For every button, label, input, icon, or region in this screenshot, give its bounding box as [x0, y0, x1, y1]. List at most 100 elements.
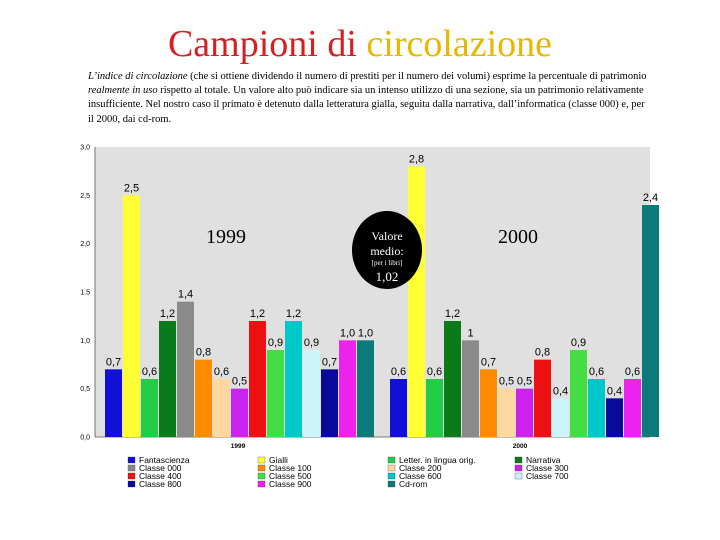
data-label: 0,6	[625, 366, 640, 378]
bar-1999-cd-rom	[357, 340, 374, 437]
legend-label: Classe 200	[399, 463, 442, 473]
bar-2000-classe-200	[498, 388, 515, 437]
data-label: 0,9	[268, 337, 283, 349]
legend-swatch	[257, 464, 266, 472]
intro-text-1: (che si ottiene dividendo il numero di p…	[187, 71, 647, 82]
slide-title: Campioni di circolazione	[0, 20, 720, 68]
bar-2000-classe-400	[534, 359, 551, 437]
bar-1999-classe-600	[285, 321, 302, 437]
bar-1999-classe-000	[177, 301, 194, 437]
bar-1999-letter-in-lingua-orig-	[141, 379, 158, 437]
y-tick-label: 2,5	[80, 193, 90, 200]
bar-2000-classe-600	[588, 379, 605, 437]
bar-2000-classe-500	[570, 350, 587, 437]
data-label: 0,9	[571, 337, 586, 349]
legend-label: Classe 100	[269, 463, 312, 473]
intro-paragraph: L’indice di circolazione (che si ottiene…	[88, 70, 648, 127]
y-tick-label: 0,0	[80, 435, 90, 442]
data-label: 0,7	[106, 356, 121, 368]
bars-layer	[105, 166, 659, 438]
data-label: 0,8	[535, 347, 550, 359]
bar-2000-narrativa	[444, 321, 461, 437]
chart-legend: Fantascienza Gialli Letter. in lingua orig…	[127, 455, 569, 489]
data-label: 0,7	[322, 356, 337, 368]
legend-swatch	[257, 456, 266, 464]
data-label: 1,2	[250, 308, 265, 320]
legend-label: Classe 000	[139, 463, 182, 473]
data-label: 0,6	[427, 366, 442, 378]
legend-swatch	[387, 472, 396, 480]
bar-2000-gialli	[408, 166, 425, 438]
intro-term: L’indice di circolazione	[88, 71, 188, 82]
data-label: 1,4	[178, 289, 193, 301]
data-label: 1,0	[340, 327, 355, 339]
y-tick-label: 2,0	[80, 241, 90, 248]
legend-label: Letter. in lingua orig.	[399, 455, 476, 465]
intro-text-2: rispetto al totale. Un valore alto può i…	[88, 85, 645, 125]
data-labels-layer: 0,72,50,61,21,40,80,60,51,20,91,20,90,71…	[106, 153, 658, 397]
legend-swatch	[387, 480, 396, 488]
average-badge: Valore medio: [per i libri] 1,02	[352, 211, 422, 289]
data-label: 0,6	[391, 366, 406, 378]
bar-1999-classe-900	[339, 340, 356, 437]
bar-2000-fantascienza	[390, 379, 407, 437]
bar-1999-classe-800	[321, 369, 338, 437]
legend-label: Narrativa	[526, 455, 561, 465]
legend-swatch	[127, 464, 136, 472]
y-tick-label: 3,0	[80, 145, 90, 152]
legend-label: Cd-rom	[399, 479, 427, 489]
legend-label: Classe 700	[526, 471, 569, 481]
data-label: 0,4	[607, 385, 622, 397]
average-line-2: medio:	[370, 244, 403, 258]
title-part-2: circolazione	[366, 23, 553, 65]
legend-swatch	[257, 480, 266, 488]
legend-swatch	[514, 464, 523, 472]
legend-swatch	[387, 456, 396, 464]
legend-swatch	[127, 472, 136, 480]
intro-emphasis: realmente in uso	[88, 85, 158, 97]
data-label: 0,6	[214, 366, 229, 378]
title-part-1: Campioni di	[167, 23, 357, 65]
y-tick-label: 0,5	[80, 386, 90, 393]
legend-label: Classe 900	[269, 479, 312, 489]
legend-swatch	[387, 464, 396, 472]
y-tick-label: 1,0	[80, 338, 90, 345]
bar-2000-classe-800	[606, 398, 623, 437]
bar-2000-classe-900	[624, 379, 641, 437]
data-label: 2,5	[124, 182, 139, 194]
data-label: 1,0	[358, 327, 373, 339]
x-tick-2000: 2000	[513, 443, 528, 450]
data-label: 0,6	[589, 366, 604, 378]
bar-1999-gialli	[123, 195, 140, 437]
legend-swatch	[257, 472, 266, 480]
data-label: 2,8	[409, 153, 424, 165]
data-label: 0,8	[196, 347, 211, 359]
data-label: 0,9	[304, 337, 319, 349]
data-label: 0,5	[499, 376, 514, 388]
bar-1999-classe-500	[267, 350, 284, 437]
year-annotation-2000: 2000	[498, 226, 538, 248]
data-label: 2,4	[643, 192, 658, 204]
legend-label: Classe 300	[526, 463, 569, 473]
average-ellipse	[352, 211, 422, 289]
data-label: 1	[467, 327, 473, 339]
legend-label: Classe 600	[399, 471, 442, 481]
bar-2000-letter-in-lingua-orig-	[426, 379, 443, 437]
bar-2000-cd-rom	[642, 205, 659, 437]
legend-swatch	[127, 456, 136, 464]
average-note: [per i libri]	[372, 259, 403, 267]
y-tick-labels: 0,0 0,5 1,0 1.5 2,0 2,5 3,0	[80, 145, 90, 442]
legend-swatch	[514, 472, 523, 480]
legend-label: Classe 500	[269, 471, 312, 481]
legend-label: Gialli	[269, 455, 288, 465]
legend-swatch	[127, 480, 136, 488]
bar-1999-classe-300	[231, 388, 248, 437]
data-label: 1,2	[445, 308, 460, 320]
bar-1999-fantascienza	[105, 369, 122, 437]
bar-2000-classe-100	[480, 369, 497, 437]
data-label: 0,5	[517, 376, 532, 388]
legend-label: Classe 400	[139, 471, 182, 481]
bar-1999-classe-700	[303, 350, 320, 437]
average-value: 1,02	[376, 269, 399, 284]
